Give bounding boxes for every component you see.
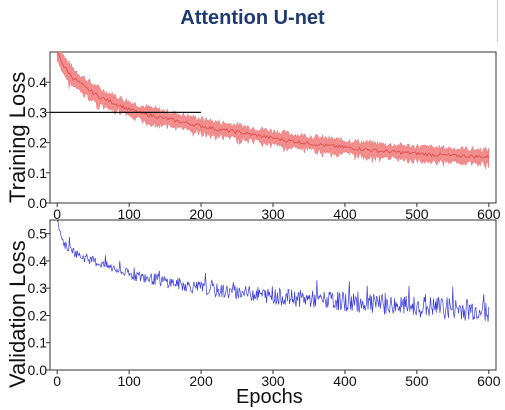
training-x-tick-label: 0	[53, 206, 61, 222]
training-series-group	[56, 52, 490, 169]
training-y-tick-label: 0.1	[28, 165, 48, 181]
training-y-tick-label: 0.4	[28, 74, 48, 90]
training-x-tick-label: 200	[189, 206, 213, 222]
training-plot-frame	[49, 51, 497, 204]
training-loss-axis-label: Training Loss	[5, 71, 30, 203]
training-loss-plot: 0.0 0.1 0.2 0.3 0.4 0 100 200 300 400 500 600	[28, 51, 501, 222]
training-y-tick-label: 0.2	[28, 135, 48, 151]
validation-x-tick-label: 0	[53, 373, 61, 389]
validation-x-tick-label: 600	[477, 373, 501, 389]
training-x-tick-label: 400	[333, 206, 357, 222]
training-x-tick-label: 600	[477, 206, 501, 222]
divider-line	[497, 0, 498, 42]
validation-x-tick-label: 100	[117, 373, 141, 389]
validation-x-tick-label: 500	[405, 373, 429, 389]
validation-loss-axis-label: Validation Loss	[5, 240, 30, 388]
epochs-axis-label: Epochs	[236, 386, 303, 408]
validation-series-group	[56, 220, 490, 322]
validation-x-tick-label: 200	[189, 373, 213, 389]
training-x-tick-label: 100	[117, 206, 141, 222]
training-y-tick-label: 0.3	[28, 104, 48, 120]
training-x-tick-label: 300	[261, 206, 285, 222]
validation-y-tick-label: 0.5	[28, 226, 48, 242]
validation-y-tick-label: 0.3	[28, 280, 48, 296]
training-x-tick-label: 500	[405, 206, 429, 222]
validation-loss-line	[56, 220, 490, 322]
validation-x-tick-label: 400	[333, 373, 357, 389]
validation-loss-plot: 0.0 0.1 0.2 0.3 0.4 0.5 0 100 200 300 400 500 600	[28, 219, 501, 389]
training-loss-band	[56, 52, 490, 169]
validation-y-tick-label: 0.0	[28, 362, 48, 378]
training-loss-mean-line	[56, 52, 490, 159]
validation-y-tick-label: 0.4	[28, 253, 48, 269]
page-title: Attention U-net	[180, 7, 325, 29]
validation-y-tick-label: 0.1	[28, 335, 48, 351]
training-y-tick-label: 0.0	[28, 195, 48, 211]
validation-x-tick-label: 300	[261, 373, 285, 389]
validation-y-tick-label: 0.2	[28, 307, 48, 323]
